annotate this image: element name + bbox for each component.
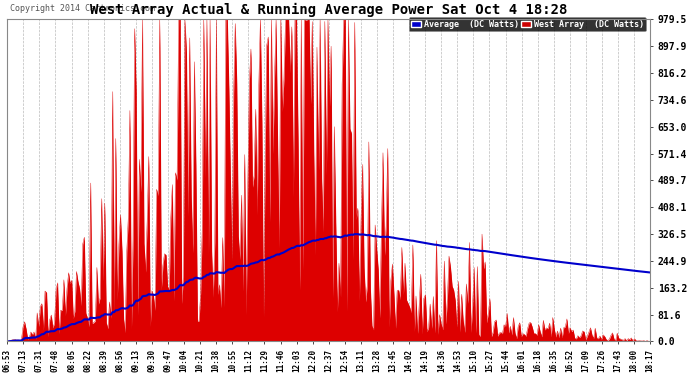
Legend: Average  (DC Watts), West Array  (DC Watts): Average (DC Watts), West Array (DC Watts… [408, 17, 646, 31]
Title: West Array Actual & Running Average Power Sat Oct 4 18:28: West Array Actual & Running Average Powe… [90, 3, 567, 17]
Text: Copyright 2014 Cartronics.com: Copyright 2014 Cartronics.com [10, 4, 155, 13]
